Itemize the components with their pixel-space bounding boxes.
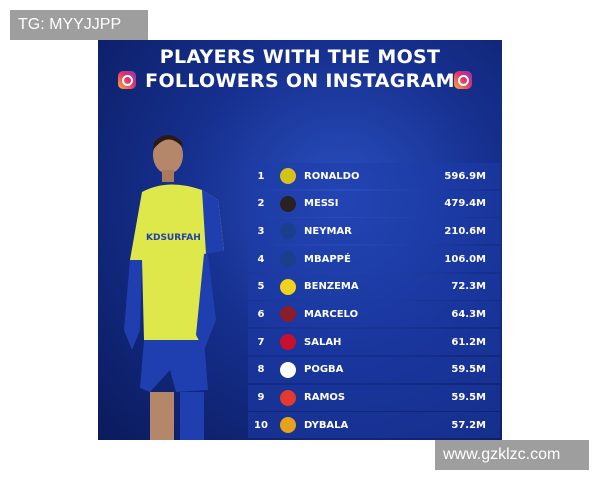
follower-count: 210.6M bbox=[444, 225, 486, 237]
juventus-crest-icon bbox=[280, 361, 296, 378]
follower-count: 61.2M bbox=[451, 336, 486, 348]
psg-crest-icon bbox=[280, 223, 296, 240]
table-row: 3 NEYMAR 210.6M bbox=[248, 218, 500, 245]
al-nassr-crest-icon bbox=[280, 168, 296, 184]
instagram-icon bbox=[454, 71, 472, 89]
table-row: 9 RAMOS 59.5M bbox=[248, 384, 500, 411]
roma-crest-icon bbox=[280, 417, 296, 434]
watermark-bottom-right: www.gzklzc.com bbox=[435, 440, 589, 470]
player-name: MARCELO bbox=[304, 308, 359, 320]
instagram-icon bbox=[118, 71, 136, 89]
player-name: RAMOS bbox=[304, 392, 346, 403]
player-name: MBAPPÉ bbox=[304, 253, 351, 265]
table-row: 1 RONALDO 596.9M bbox=[248, 163, 500, 189]
infographic-poster: PLAYERS WITH THE MOST FOLLOWERS ON INSTA… bbox=[98, 40, 502, 440]
rank: 6 bbox=[257, 308, 265, 320]
rank: 4 bbox=[257, 253, 265, 265]
follower-count: 106.0M bbox=[444, 253, 486, 265]
al-ittihad-crest-icon bbox=[280, 278, 296, 295]
table-row: 7 SALAH 61.2M bbox=[248, 329, 500, 356]
table-row: 10 DYBALA 57.2M bbox=[248, 412, 500, 439]
rank: 5 bbox=[257, 281, 265, 293]
follower-count: 72.3M bbox=[451, 281, 486, 293]
player-photo: KDSURFAH bbox=[124, 135, 224, 440]
player-name: BENZEMA bbox=[304, 281, 359, 293]
rank: 10 bbox=[254, 419, 268, 431]
title-line-2: FOLLOWERS ON INSTAGRAM bbox=[145, 70, 455, 92]
follower-count: 64.3M bbox=[451, 308, 486, 320]
follower-count: 59.5M bbox=[451, 392, 486, 403]
shirt-sponsor: KDSURFAH bbox=[146, 233, 201, 243]
rank: 1 bbox=[257, 170, 265, 182]
rank: 9 bbox=[257, 392, 265, 403]
sevilla-crest-icon bbox=[280, 389, 296, 406]
player-name: NEYMAR bbox=[304, 225, 352, 237]
inter-miami-crest-icon bbox=[280, 195, 296, 212]
title-line-1: PLAYERS WITH THE MOST bbox=[159, 46, 441, 68]
follower-count: 479.4M bbox=[444, 198, 486, 210]
rank: 7 bbox=[257, 336, 265, 348]
rank: 2 bbox=[257, 198, 265, 210]
table-row: 6 MARCELO 64.3M bbox=[248, 301, 500, 328]
table-row: 5 BENZEMA 72.3M bbox=[248, 273, 500, 300]
player-name: DYBALA bbox=[304, 419, 349, 431]
player-name: SALAH bbox=[304, 336, 342, 348]
player-name: MESSI bbox=[304, 198, 339, 210]
player-name: RONALDO bbox=[304, 170, 360, 182]
follower-count: 596.9M bbox=[444, 170, 486, 182]
table-row: 4 MBAPPÉ 106.0M bbox=[248, 246, 500, 273]
rank: 8 bbox=[257, 364, 265, 376]
fluminense-crest-icon bbox=[280, 306, 296, 323]
table-row: 8 POGBA 59.5M bbox=[248, 356, 500, 383]
follower-count: 59.5M bbox=[451, 364, 486, 376]
table-row: 2 MESSI 479.4M bbox=[248, 190, 500, 217]
followers-table: 1 RONALDO 596.9M 2 MESSI 479.4M 3 NEYMAR 2… bbox=[248, 163, 500, 440]
player-name: POGBA bbox=[304, 364, 344, 376]
liverpool-crest-icon bbox=[280, 334, 296, 351]
watermark-top-left: TG: MYYJJPP bbox=[10, 10, 148, 40]
psg-crest-icon bbox=[280, 251, 296, 268]
rank: 3 bbox=[257, 225, 265, 237]
follower-count: 57.2M bbox=[451, 419, 486, 431]
